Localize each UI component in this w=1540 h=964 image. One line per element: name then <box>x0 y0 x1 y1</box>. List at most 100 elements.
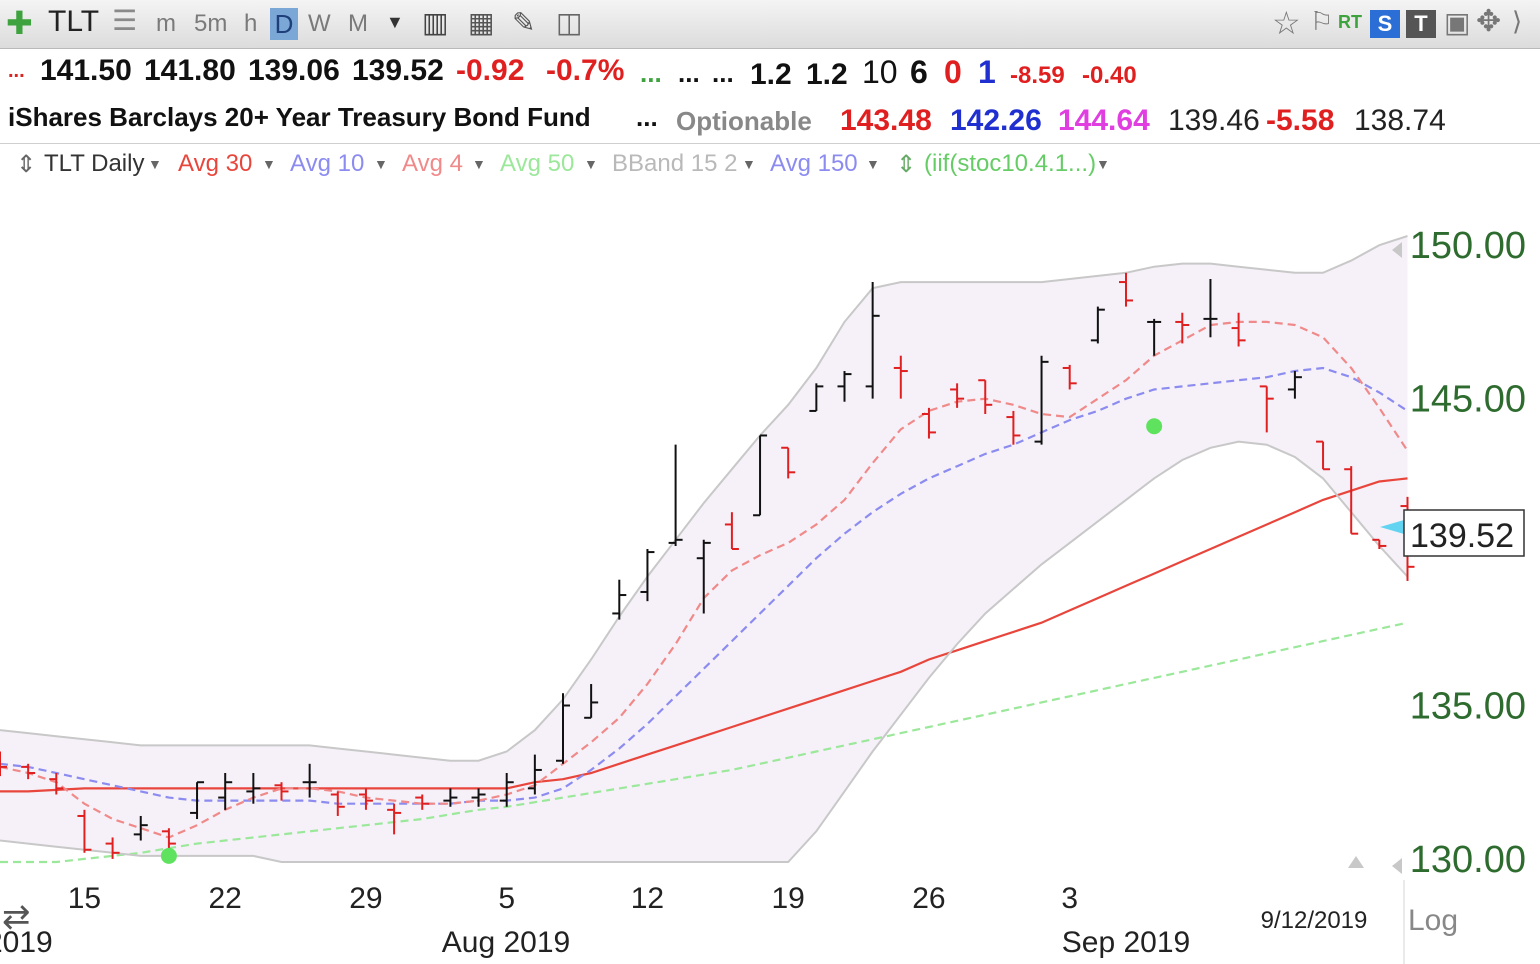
s-icon[interactable]: S <box>1370 10 1400 38</box>
quote-high: 141.80 <box>144 54 236 87</box>
indicator-avg-10[interactable]: Avg 10 <box>290 150 365 177</box>
last-price-label: 139.52 <box>1410 517 1514 555</box>
series-line-avg-50 <box>0 621 1408 864</box>
indicator-row: ⇕ TLT Daily ▼ Avg 30 ▼ Avg 10 ▼ Avg 4 ▼ … <box>0 143 1540 184</box>
more-icon[interactable]: ⟩ <box>1512 6 1523 36</box>
scroll-down-icon[interactable] <box>1392 858 1402 874</box>
list-icon[interactable]: ☰ <box>112 5 138 36</box>
last-price-arrow <box>1380 520 1404 534</box>
ohlc-bar <box>133 815 148 841</box>
ohlc-bar <box>696 539 711 614</box>
x-axis: 15 22 29 5 12 19 26 3 <box>68 882 1078 915</box>
ohlc-bar <box>358 788 373 810</box>
ohlc-bar <box>105 837 120 859</box>
y-tick-label: 130.00 <box>1410 839 1526 881</box>
indicator-tlt-daily[interactable]: TLT Daily <box>44 150 145 177</box>
ohlc-bar <box>950 383 965 408</box>
series-line-bband-lower <box>0 440 1409 863</box>
ohlc-bar <box>809 383 824 412</box>
ohlc-bars <box>0 272 1415 859</box>
interval-minute[interactable]: m <box>156 10 176 37</box>
scroll-up-icon[interactable] <box>1348 856 1364 868</box>
add-icon[interactable]: ✚ <box>6 5 33 41</box>
chart-toolbar: ✚ TLT ☰ m 5m h D W M ▼ ▥ ▦ ✎ ◫ ☆ ⚐ RT S … <box>0 0 1540 49</box>
series-line-bband-upper <box>0 235 1408 762</box>
chevron-down-icon[interactable]: ▼ <box>866 156 880 172</box>
quote-v7: -8.59 <box>1010 62 1065 89</box>
save-icon[interactable]: ▣ <box>1444 7 1471 38</box>
x-tick-label: 26 <box>912 882 945 915</box>
scroll-left-icon[interactable] <box>1392 242 1402 258</box>
move-icon[interactable]: ✥ <box>1476 5 1502 38</box>
ohlc-bar <box>893 355 908 399</box>
quote-dots-1: ... <box>640 58 662 88</box>
chevron-down-icon[interactable]: ▼ <box>1096 156 1110 172</box>
quote-v5: 0 <box>944 54 962 90</box>
ohlc-bar <box>1119 272 1133 307</box>
y-tick-label: 135.00 <box>1410 686 1526 728</box>
interval-day[interactable]: D <box>270 8 298 40</box>
indicator-avg-4[interactable]: Avg 4 <box>402 150 463 177</box>
ohlc-bar <box>49 773 64 795</box>
flag-icon[interactable]: ⚐ <box>1310 6 1334 36</box>
bar-chart-icon[interactable]: ▥ <box>422 7 449 38</box>
info-dots: ... <box>636 102 658 132</box>
info-p6: 138.74 <box>1354 104 1446 137</box>
quote-v1: 1.2 <box>750 58 792 91</box>
refresh-icon[interactable]: ⇄ <box>2 897 31 937</box>
rt-icon[interactable]: RT <box>1338 12 1362 32</box>
grid-icon[interactable]: ▦ <box>468 7 495 38</box>
chevron-down-icon[interactable]: ▼ <box>742 156 756 172</box>
y-tick-label: 150.00 <box>1410 225 1526 267</box>
ohlc-bar <box>527 754 542 795</box>
sort-icon[interactable]: ⇕ <box>16 151 37 178</box>
ohlc-bar <box>387 803 402 835</box>
symbol-input[interactable]: TLT <box>48 5 100 38</box>
ohlc-bar <box>21 763 36 780</box>
quote-open: 141.50 <box>40 54 132 87</box>
ohlc-bar <box>1203 278 1218 338</box>
interval-week[interactable]: W <box>308 10 331 37</box>
ohlc-bar <box>274 782 289 801</box>
quote-row: ... 141.50 141.80 139.06 139.52 -0.92 -0… <box>0 52 1540 96</box>
chevron-down-icon[interactable]: ▼ <box>374 156 388 172</box>
quote-dots-left: ... <box>8 60 25 82</box>
log-toggle[interactable]: Log <box>1408 904 1458 937</box>
quote-v6: 1 <box>978 54 996 90</box>
t-icon[interactable]: T <box>1406 10 1436 38</box>
tag-icon[interactable]: ◫ <box>556 7 583 38</box>
ohlc-bar <box>1062 364 1077 390</box>
chevron-down-icon[interactable]: ▼ <box>262 156 276 172</box>
series-line-avg-10 <box>0 366 1409 805</box>
interval-hour[interactable]: h <box>244 10 258 37</box>
pencil-icon[interactable]: ✎ <box>512 7 536 38</box>
quote-v4: 6 <box>910 54 928 90</box>
info-row: iShares Barclays 20+ Year Treasury Bond … <box>0 100 1540 142</box>
x-tick-label: 29 <box>349 882 382 915</box>
quote-dots-3: ... <box>712 58 734 88</box>
chevron-down-icon[interactable]: ▼ <box>584 156 598 172</box>
indicator-bband[interactable]: BBand 15 2 <box>612 150 738 177</box>
indicator-avg-30[interactable]: Avg 30 <box>178 150 253 177</box>
ohlc-bar <box>246 773 261 804</box>
chevron-down-icon[interactable]: ▼ <box>148 156 162 172</box>
chevron-down-icon[interactable]: ▼ <box>386 12 404 32</box>
star-icon[interactable]: ☆ <box>1272 5 1301 41</box>
month-label-sep: Sep 2019 <box>1062 926 1190 959</box>
ohlc-bar <box>218 773 233 810</box>
interval-month[interactable]: M <box>348 10 368 37</box>
indicator-avg-50[interactable]: Avg 50 <box>500 150 575 177</box>
current-date-label: 9/12/2019 <box>1261 907 1368 934</box>
sort-icon[interactable]: ⇕ <box>896 151 917 178</box>
x-tick-label: 22 <box>209 882 242 915</box>
interval-5m[interactable]: 5m <box>194 10 228 37</box>
series-line-avg-30 <box>0 477 1408 793</box>
ohlc-bar <box>1175 312 1190 344</box>
indicator-avg-150[interactable]: Avg 150 <box>770 150 858 177</box>
ohlc-bar <box>77 809 92 853</box>
indicator-stoch[interactable]: (iif(stoc10.4.1...) <box>924 150 1097 177</box>
ohlc-bar <box>443 788 458 807</box>
ohlc-bar <box>1259 385 1274 433</box>
chevron-down-icon[interactable]: ▼ <box>472 156 486 172</box>
